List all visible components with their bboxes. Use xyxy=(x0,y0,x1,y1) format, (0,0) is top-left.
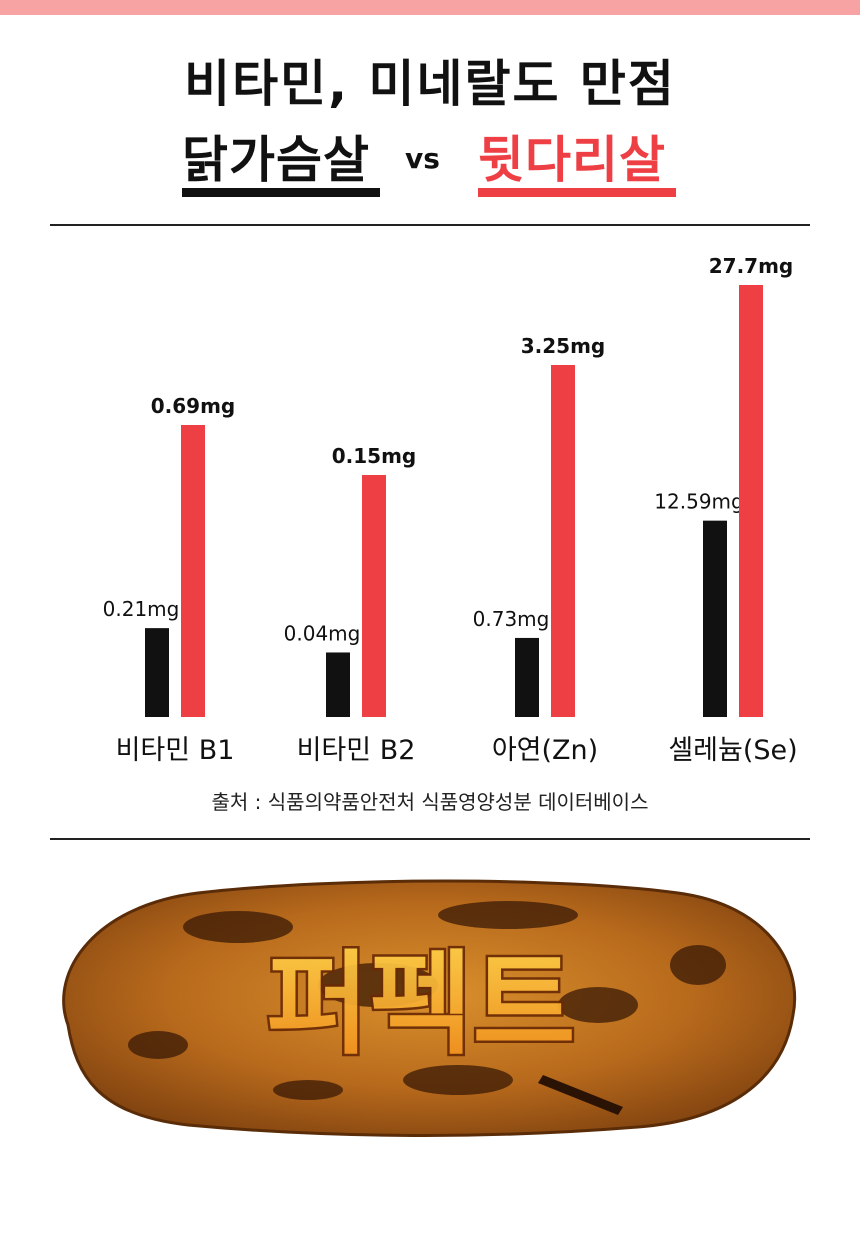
category-label: 셀레늄(Se) xyxy=(668,735,797,766)
page-title: 비타민, 미네랄도 만점 xyxy=(184,55,676,113)
grilled-sausage-image: 퍼펙트 xyxy=(62,879,797,1137)
bar-breast xyxy=(515,637,539,717)
bar-value-label: 0.04mg xyxy=(284,621,361,645)
left-item-underline xyxy=(182,188,380,197)
comparison-title: 닭가슴살 vs 뒷다리살 xyxy=(0,120,860,210)
vs-label: vs xyxy=(405,142,440,175)
bar-value-label: 0.73mg xyxy=(473,607,550,631)
bar-breast xyxy=(326,652,350,717)
char-marks xyxy=(128,901,726,1100)
sausage-body xyxy=(62,879,797,1137)
char-streak xyxy=(538,1075,623,1115)
source-note: 출처 : 식품의약품안전처 식품영양성분 데이터베이스 xyxy=(211,790,649,814)
bar-breast xyxy=(703,520,727,717)
bar-thigh xyxy=(739,285,763,717)
category-label: 아연(Zn) xyxy=(492,735,598,766)
bar-value-label: 27.7mg xyxy=(709,254,794,278)
bar-breast xyxy=(145,628,169,717)
right-item-underline xyxy=(478,188,676,197)
bar-thigh xyxy=(551,365,575,717)
bar-value-label: 0.15mg xyxy=(332,444,417,468)
overlay-text: 퍼펙트 xyxy=(266,940,575,1070)
bar-value-label: 12.59mg xyxy=(654,490,743,514)
bottom-divider xyxy=(50,838,810,840)
bar-thigh xyxy=(362,475,386,717)
top-accent-bar xyxy=(0,0,860,15)
category-label: 비타민 B1 xyxy=(116,735,235,766)
nutrient-bar-chart: 0.21mg 0.69mg 비타민 B1 0.04mg 0.15mg 비타민 B2 0.73… xyxy=(103,254,798,766)
bar-value-label: 0.69mg xyxy=(151,394,236,418)
left-item-label: 닭가슴살 xyxy=(182,131,370,189)
bar-thigh xyxy=(181,425,205,717)
bar-value-label: 3.25mg xyxy=(521,334,606,358)
right-item-label: 뒷다리살 xyxy=(478,131,666,189)
category-label: 비타민 B2 xyxy=(297,735,416,766)
bar-value-label: 0.21mg xyxy=(103,597,180,621)
top-divider xyxy=(50,224,810,226)
